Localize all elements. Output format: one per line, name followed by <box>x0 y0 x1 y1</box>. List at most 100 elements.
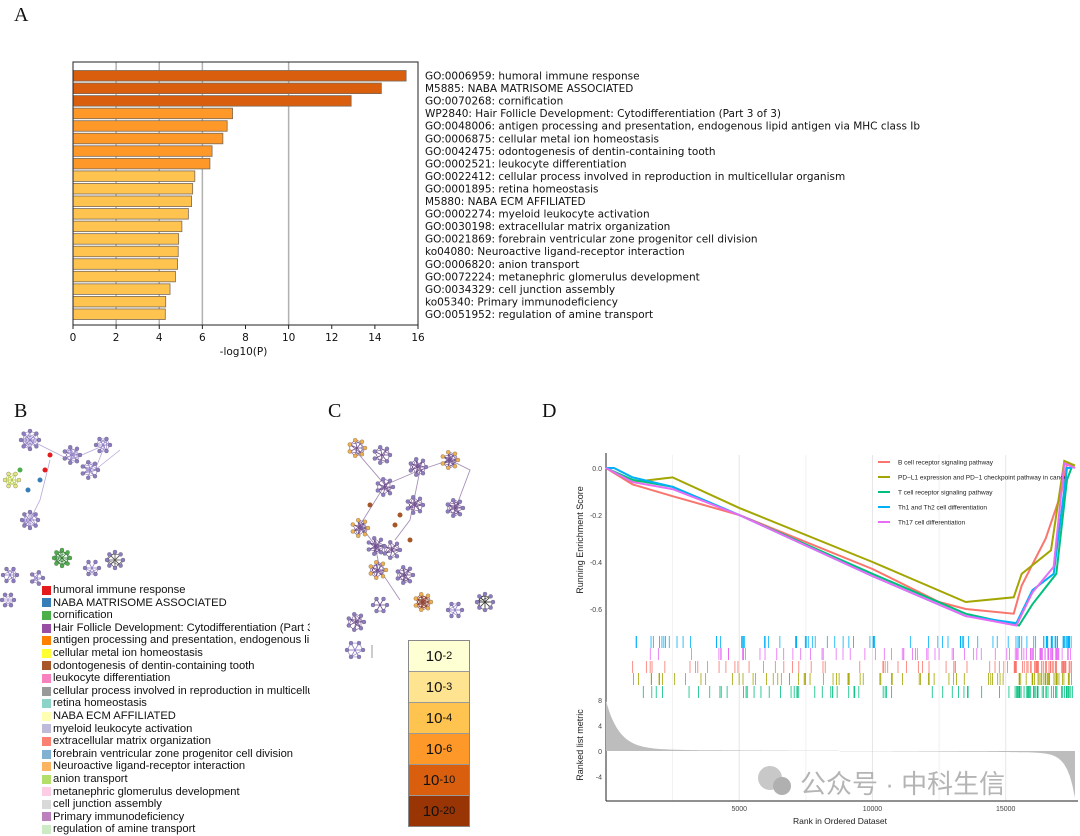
network-node <box>29 572 35 577</box>
legend-item: retina homeostasis <box>42 697 310 710</box>
scale-bin: 10 -2 <box>409 641 469 672</box>
network-edge <box>82 463 96 474</box>
network-node <box>93 571 98 577</box>
network-node <box>367 502 373 508</box>
network-node <box>0 572 6 578</box>
y2-axis-label: Ranked list metric <box>575 709 585 781</box>
network-node <box>14 572 20 578</box>
network-node <box>35 517 41 523</box>
legend-swatch <box>42 598 51 608</box>
network-node <box>16 477 22 483</box>
network-node <box>457 512 463 517</box>
legend-swatch <box>42 799 51 809</box>
network-c <box>344 438 496 660</box>
network-node <box>112 549 118 555</box>
network-node <box>42 467 48 473</box>
network-node <box>62 449 67 454</box>
network-node <box>381 608 386 614</box>
network-node <box>21 444 26 449</box>
network-node <box>440 461 445 466</box>
category-label: GO:0001895: retina homeostasis <box>425 183 598 195</box>
scale-bin: 10 -20 <box>409 796 469 826</box>
network-node <box>459 607 465 613</box>
network-node <box>348 654 354 660</box>
network-node <box>420 458 426 463</box>
legend-label: Primary immunodeficiency <box>53 810 185 823</box>
network-node <box>372 449 377 454</box>
network-node <box>68 445 73 450</box>
network-node <box>8 603 14 608</box>
legend-swatch <box>42 812 51 822</box>
network-node <box>37 477 43 483</box>
scale-base: 10 <box>422 802 440 820</box>
network-edge <box>82 466 96 477</box>
network-node <box>36 581 42 586</box>
legend-swatch <box>42 787 51 797</box>
network-node <box>428 599 434 605</box>
network-node <box>490 599 496 605</box>
watermark: 公众号 · 中科生信 <box>800 769 1005 799</box>
network-node <box>27 525 33 531</box>
network-edge <box>370 566 384 577</box>
legend-label: humoral immune response <box>53 584 186 596</box>
network-edge <box>106 559 121 566</box>
network-node <box>80 464 85 469</box>
legend-label: regulation of amine transport <box>53 823 196 836</box>
network-node <box>384 446 390 451</box>
network-edge <box>377 480 391 491</box>
legend-item: extracellular matrix organization <box>42 735 310 748</box>
network-node <box>417 496 423 501</box>
network-edge <box>452 501 461 516</box>
network-node <box>395 576 400 581</box>
network-node <box>387 478 393 483</box>
y-tick-label: -0.2 <box>590 513 602 520</box>
network-edge <box>442 456 456 467</box>
x-tick-label: 10000 <box>863 806 883 813</box>
category-label: M5885: NABA MATRISOME ASSOCIATED <box>425 83 633 95</box>
network-edge <box>349 444 363 455</box>
network-node <box>381 477 386 482</box>
legend-item: cell junction assembly <box>42 798 310 811</box>
network-node <box>387 452 393 458</box>
network-node <box>383 567 389 573</box>
network-node <box>375 488 380 493</box>
bar-chart-enrichment: GO:0006959: humoral immune responseM5885… <box>70 61 920 358</box>
network-node <box>451 498 456 503</box>
network-edge <box>23 430 31 447</box>
network-node <box>414 457 419 462</box>
legend-item: NABA ECM AFFILIATED <box>42 710 310 723</box>
network-node <box>93 559 98 565</box>
network-node <box>27 428 33 434</box>
network-node <box>17 467 23 473</box>
network-node <box>107 442 113 448</box>
legend-swatch <box>42 736 51 746</box>
network-node <box>358 626 364 631</box>
legend-label: cellular metal ion homeostasis <box>53 646 203 659</box>
legend-item: forebrain ventricular zone progenitor ce… <box>42 748 310 761</box>
network-edge <box>29 511 36 526</box>
y-tick-label: 0.0 <box>592 466 602 473</box>
network-node <box>18 437 24 443</box>
network-node <box>366 540 371 545</box>
network-node <box>120 557 126 563</box>
network-node <box>452 451 458 456</box>
network-edge <box>370 569 387 574</box>
network-node <box>352 627 357 632</box>
network-node <box>378 537 384 542</box>
network-node <box>360 647 366 653</box>
network-node <box>356 533 361 538</box>
network-edge <box>384 546 401 551</box>
network-edge <box>412 497 421 512</box>
network-node <box>411 510 416 515</box>
legend-swatch <box>42 699 51 709</box>
scale-exponent: -3 <box>442 681 453 693</box>
category-label: ko05340: Primary immunodeficiency <box>425 296 618 308</box>
network-edge <box>447 501 461 512</box>
network-edge <box>23 433 31 450</box>
x-tick-label: 10 <box>282 332 295 344</box>
network-node <box>380 574 386 579</box>
scale-exponent: -10 <box>439 774 456 786</box>
network-node <box>59 547 65 553</box>
network-edge <box>415 598 432 603</box>
scale-exponent: -6 <box>442 743 453 755</box>
